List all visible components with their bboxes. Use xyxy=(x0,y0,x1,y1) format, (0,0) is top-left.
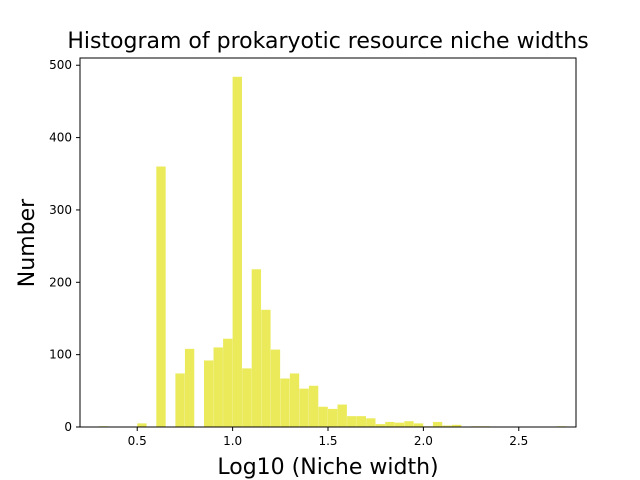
y-tick-label: 400 xyxy=(49,131,72,145)
x-axis-ticks: 0.5 1.0 1.5 2.0 2.5 xyxy=(128,427,529,448)
plot-frame xyxy=(80,58,576,427)
histogram-bar xyxy=(404,421,413,427)
histogram-bar xyxy=(252,269,261,427)
histogram-bar xyxy=(233,77,242,427)
histogram-bar xyxy=(309,386,318,427)
histogram-bar xyxy=(385,422,394,427)
histogram-bar xyxy=(271,350,280,427)
y-tick-label: 100 xyxy=(49,348,72,362)
y-tick-label: 300 xyxy=(49,203,72,217)
histogram-bar xyxy=(137,423,146,427)
y-tick-label: 500 xyxy=(49,58,72,72)
y-axis-ticks: 0 100 200 300 400 500 xyxy=(49,58,80,434)
histogram-bar xyxy=(280,379,289,427)
chart-title: Histogram of prokaryotic resource niche … xyxy=(67,29,588,54)
histogram-bar xyxy=(290,373,299,427)
x-tick-label: 2.5 xyxy=(509,434,528,448)
bars-group xyxy=(99,77,566,427)
x-tick-label: 1.5 xyxy=(318,434,337,448)
histogram-bar xyxy=(204,360,213,427)
histogram-bar xyxy=(214,347,223,427)
histogram-bar xyxy=(299,389,308,427)
histogram-bar xyxy=(328,409,337,427)
histogram-bar xyxy=(261,310,270,427)
histogram-bar xyxy=(338,405,347,427)
histogram-bar xyxy=(433,422,442,427)
histogram-bar xyxy=(366,418,375,427)
histogram-bar xyxy=(242,368,251,427)
histogram-bar xyxy=(175,373,184,427)
x-tick-label: 2.0 xyxy=(414,434,433,448)
y-axis-label: Number xyxy=(15,198,40,287)
histogram-bar xyxy=(395,423,404,427)
histogram-bar xyxy=(414,423,423,427)
histogram-bar xyxy=(318,407,327,427)
histogram-bar xyxy=(156,167,165,427)
histogram-bar xyxy=(357,416,366,427)
histogram-bar xyxy=(347,416,356,427)
histogram-bar xyxy=(223,339,232,427)
x-axis-label: Log10 (Niche width) xyxy=(217,455,438,480)
histogram-bar xyxy=(185,349,194,427)
y-tick-label: 200 xyxy=(49,275,72,289)
x-tick-label: 1.0 xyxy=(223,434,242,448)
x-tick-label: 0.5 xyxy=(128,434,147,448)
y-tick-label: 0 xyxy=(64,420,72,434)
